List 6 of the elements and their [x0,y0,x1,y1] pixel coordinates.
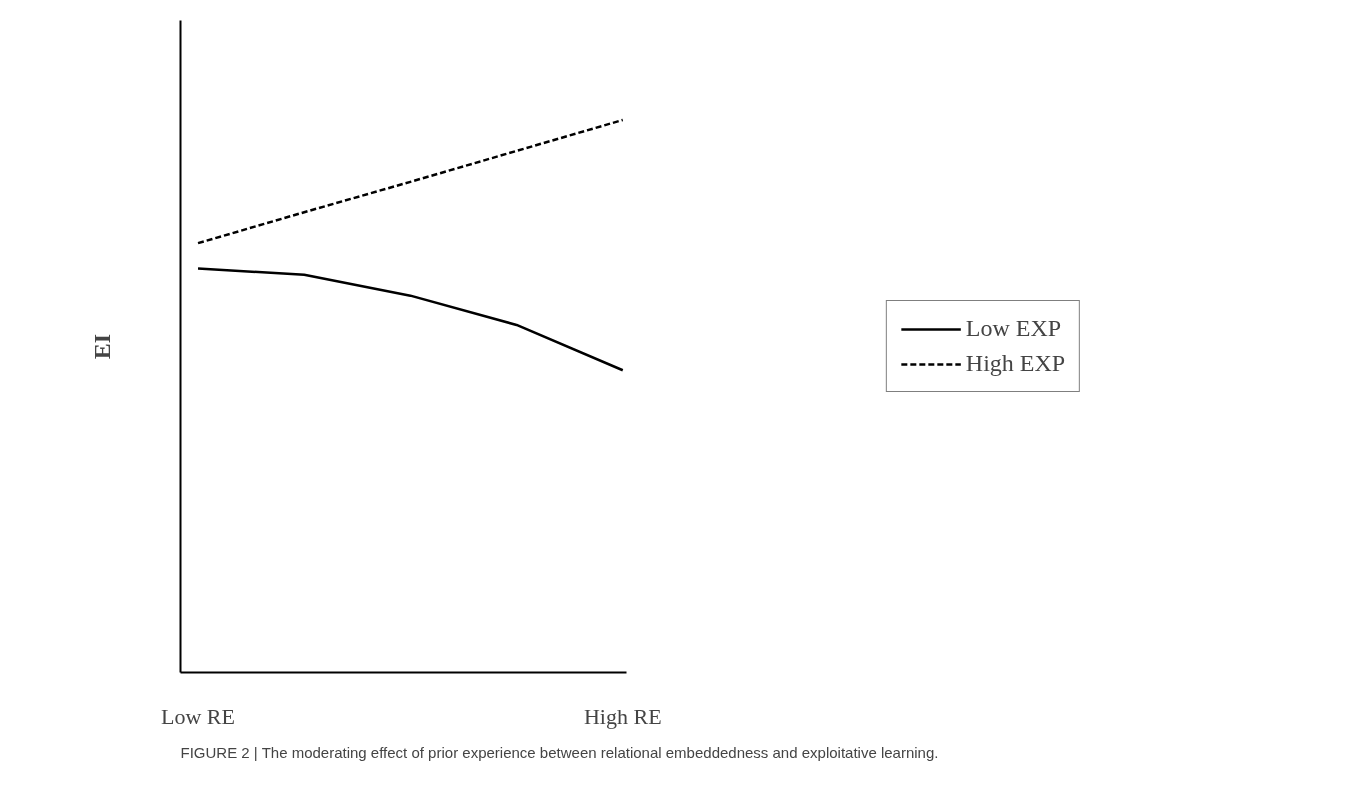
legend-label: Low EXP [965,315,1062,342]
caption: FIGURE 2 | The moderating effect of prior experience between relational embeddedness and exploitative learning. [180,743,939,761]
y-axis-title: EI [88,333,115,360]
x-tick-label: Low RE [161,703,236,729]
x-tick-label: High RE [583,703,662,729]
legend-label: High EXP [965,350,1066,377]
